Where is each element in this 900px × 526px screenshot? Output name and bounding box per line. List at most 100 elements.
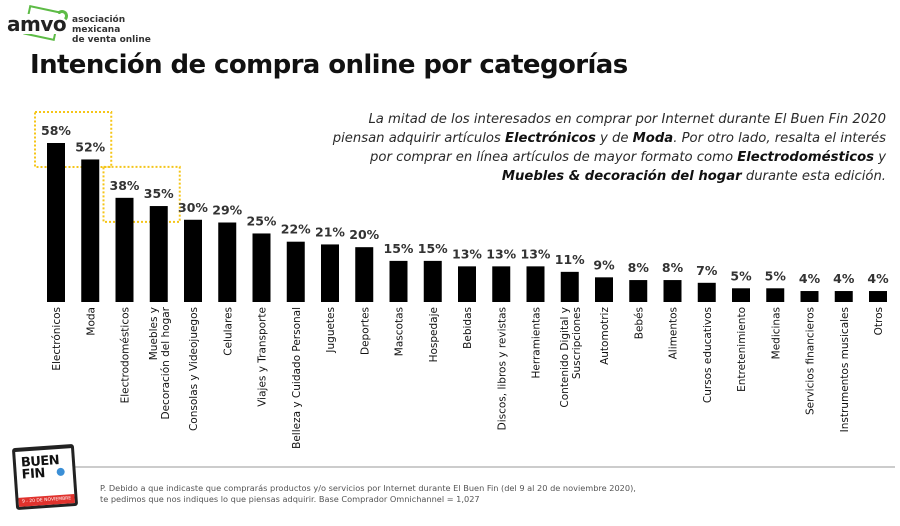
bar-17 <box>595 277 613 302</box>
category-label-line: Deportes <box>359 307 371 355</box>
data-label-9: 21% <box>315 224 345 239</box>
category-label-line: Viajes y Transporte <box>257 307 269 407</box>
category-label-line: Mascotas <box>394 307 406 356</box>
category-label-23: Servicios financieros <box>805 307 817 415</box>
data-label-11: 15% <box>384 241 414 256</box>
data-label-25: 4% <box>867 271 889 286</box>
bar-3 <box>115 197 134 302</box>
insight-bold-moda: Moda <box>632 131 674 146</box>
bar-15 <box>526 266 545 302</box>
category-label-line: Moda <box>85 307 97 336</box>
highlight-box-2 <box>102 165 181 223</box>
data-label-15: 13% <box>521 246 551 261</box>
bar-24 <box>834 291 853 302</box>
category-label-line: Otros <box>873 307 885 335</box>
category-label-line: Instrumentos musicales <box>839 307 851 432</box>
category-label-14: Discos, libros y revistas <box>496 307 508 430</box>
insight-bold-muebles: Muebles & decoración del hogar <box>501 169 742 184</box>
bar-2 <box>81 159 100 302</box>
data-label-5: 30% <box>178 200 208 215</box>
amvo-logo: amvo asociación mexicana de venta online <box>4 5 174 45</box>
category-label-21: Entretenimiento <box>736 307 748 392</box>
data-label-6: 29% <box>212 203 242 218</box>
category-label-line: Bebidas <box>462 307 474 349</box>
signal-wave-icon <box>56 10 68 22</box>
insight-part: La mitad de los interesados en comprar p… <box>332 112 886 146</box>
data-label-20: 7% <box>696 263 718 278</box>
category-label-9: Juguetes <box>325 307 337 354</box>
data-label-23: 4% <box>799 271 821 286</box>
footer-divider <box>75 466 895 468</box>
category-label-line: Muebles y <box>148 307 160 360</box>
category-label-line: Belleza y Cuidado Personal <box>291 307 303 449</box>
insight-bold-electrodomesticos: Electrodomésticos <box>737 150 874 165</box>
category-label-17: Automotriz <box>599 307 611 365</box>
category-label-8: Belleza y Cuidado Personal <box>291 307 303 449</box>
bar-7 <box>252 233 271 302</box>
category-label-11: Mascotas <box>394 307 406 356</box>
category-label-2: Moda <box>85 307 97 336</box>
category-label-line: Entretenimiento <box>736 307 748 392</box>
bar-8 <box>286 241 305 302</box>
category-label-line: Electrónicos <box>51 307 63 371</box>
bar-1 <box>47 143 65 302</box>
bar-21 <box>732 288 750 302</box>
category-label-18: Bebés <box>633 307 645 339</box>
bar-4 <box>149 206 168 302</box>
data-label-19: 8% <box>662 260 684 275</box>
data-label-3: 38% <box>110 178 140 193</box>
category-label-25: Otros <box>873 307 885 335</box>
category-label-6: Celulares <box>222 307 234 356</box>
category-label-line: Medicinas <box>770 307 782 359</box>
bar-11 <box>389 260 408 302</box>
category-label-line: Juguetes <box>325 307 337 354</box>
category-label-line: Discos, libros y revistas <box>496 307 508 430</box>
bar-12 <box>423 260 442 302</box>
bar-18 <box>629 280 648 302</box>
bar-23 <box>800 291 819 302</box>
data-label-18: 8% <box>628 260 650 275</box>
category-label-line: Bebés <box>633 307 645 339</box>
data-label-1: 58% <box>41 123 71 138</box>
buen-fin-badge: BUEN FIN 9 - 20 DE NOVIEMBRE <box>11 443 79 511</box>
category-label-4: Muebles y Decoración del hogar <box>148 306 172 419</box>
category-label-line: Electrodomésticos <box>120 307 132 403</box>
category-label-19: Alimentos <box>668 307 680 359</box>
data-label-16: 11% <box>555 252 585 267</box>
bar-20 <box>697 282 716 302</box>
data-label-10: 20% <box>349 227 379 242</box>
data-label-4: 35% <box>144 186 174 201</box>
bar-chart: 58% Electrónicos 52% Moda 38% Electrodoméstic… <box>34 111 889 449</box>
category-label-line: Alimentos <box>668 307 680 359</box>
category-label-22: Medicinas <box>770 307 782 359</box>
category-label-line: Hospedaje <box>428 307 440 362</box>
badge-drop-icon <box>56 467 65 477</box>
logo-mark: amvo <box>6 12 68 36</box>
category-label-20: Cursos educativos <box>702 307 714 403</box>
footnote: P. Debido a que indicaste que comprarás … <box>100 483 636 505</box>
insight-bold-electronicos: Electrónicos <box>505 131 596 146</box>
bar-19 <box>663 280 682 302</box>
category-label-7: Viajes y Transporte <box>257 307 269 407</box>
bar-16 <box>560 271 579 302</box>
category-label-line: Suscripciones <box>571 307 583 379</box>
bar-5 <box>184 219 202 302</box>
bar-14 <box>492 266 511 302</box>
logo-text-line1: asociación mexicana <box>72 15 126 35</box>
category-label-line: Decoración del hogar <box>160 306 172 419</box>
insight-part: . Por otro lado, resalta el interés por … <box>370 131 886 165</box>
data-label-17: 9% <box>593 257 615 272</box>
data-label-8: 22% <box>281 222 311 237</box>
page-title: Intención de compra online por categoría… <box>30 50 628 80</box>
category-label-line: Servicios financieros <box>805 307 817 415</box>
insight-part: y de <box>595 131 633 146</box>
highlight-box-1 <box>34 111 113 168</box>
data-label-21: 5% <box>730 268 752 283</box>
data-label-22: 5% <box>765 268 787 283</box>
category-label-15: Herramientas <box>531 307 543 379</box>
category-label-line: Automotriz <box>599 307 611 365</box>
insight-part: y <box>874 150 886 165</box>
badge-dates: 9 - 20 DE NOVIEMBRE <box>18 494 75 507</box>
insight-text: La mitad de los interesados en comprar p… <box>326 110 886 186</box>
data-label-12: 15% <box>418 241 448 256</box>
